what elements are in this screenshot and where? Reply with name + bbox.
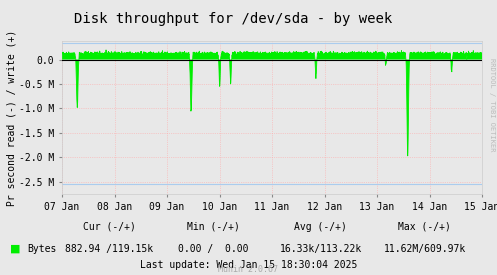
Text: Max (-/+): Max (-/+)	[399, 222, 451, 232]
Text: Cur (-/+): Cur (-/+)	[83, 222, 136, 232]
Text: ■: ■	[10, 244, 20, 254]
Text: RRDTOOL / TOBI OETIKER: RRDTOOL / TOBI OETIKER	[489, 58, 495, 151]
Y-axis label: Pr second read (-) / write (+): Pr second read (-) / write (+)	[6, 29, 16, 206]
Text: 11.62M/609.97k: 11.62M/609.97k	[384, 244, 466, 254]
Text: 882.94 /119.15k: 882.94 /119.15k	[65, 244, 154, 254]
Text: Avg (-/+): Avg (-/+)	[294, 222, 347, 232]
Text: Disk throughput for /dev/sda - by week: Disk throughput for /dev/sda - by week	[75, 12, 393, 26]
Text: 16.33k/113.22k: 16.33k/113.22k	[279, 244, 362, 254]
Text: Last update: Wed Jan 15 18:30:04 2025: Last update: Wed Jan 15 18:30:04 2025	[140, 260, 357, 270]
Text: 0.00 /  0.00: 0.00 / 0.00	[178, 244, 249, 254]
Text: Munin 2.0.67: Munin 2.0.67	[219, 265, 278, 274]
Text: Bytes: Bytes	[27, 244, 57, 254]
Text: Min (-/+): Min (-/+)	[187, 222, 240, 232]
